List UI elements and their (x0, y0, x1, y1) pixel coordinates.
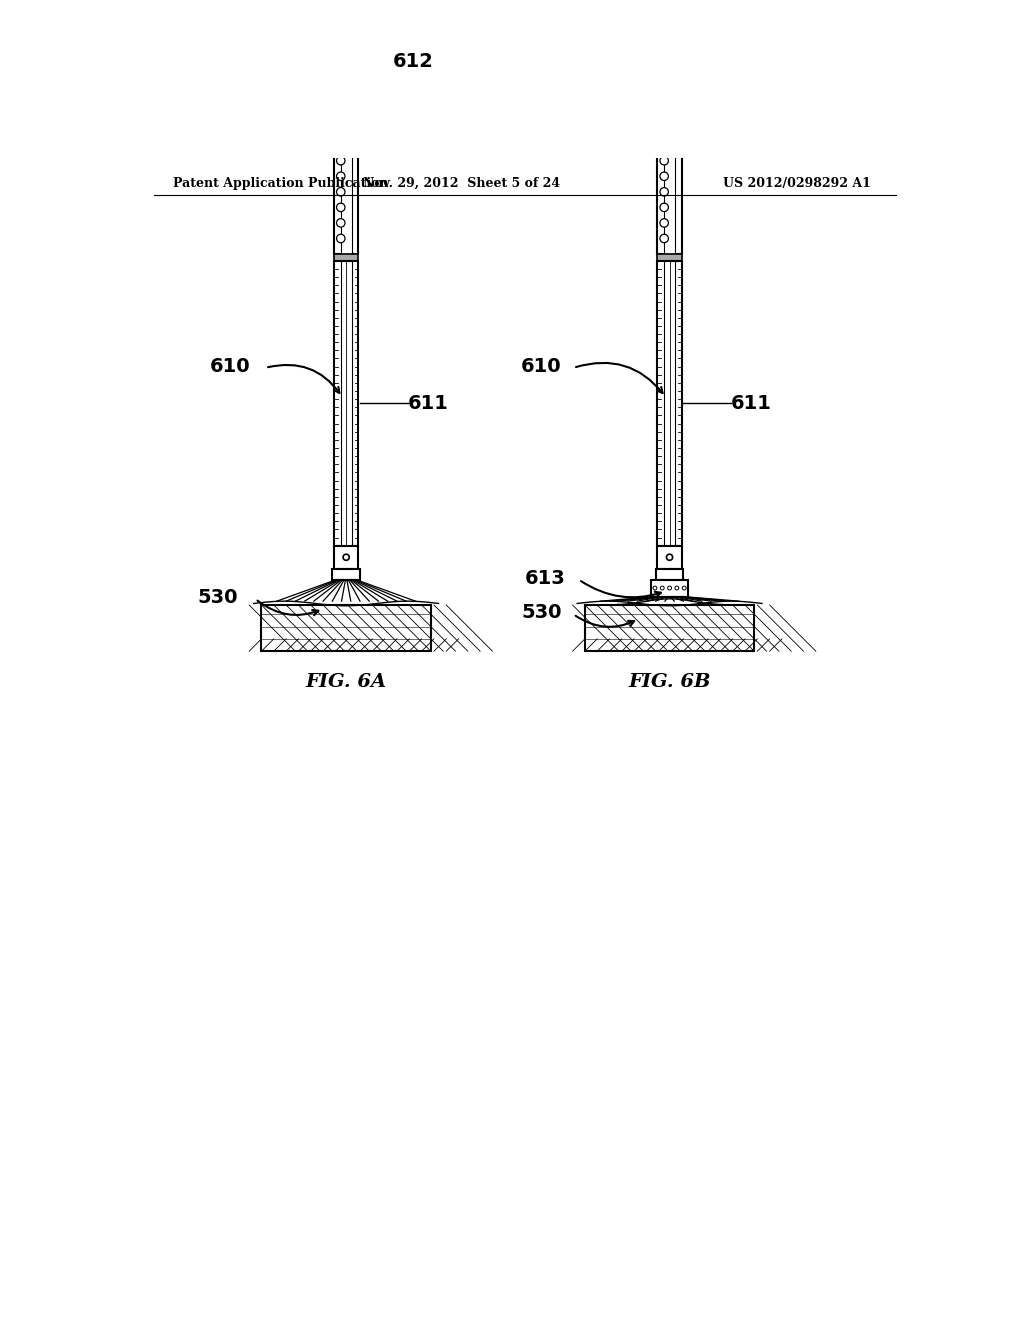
Circle shape (337, 234, 345, 243)
Bar (657, 62, 682, 75)
Bar (585, 605, 755, 651)
Circle shape (675, 586, 679, 590)
Circle shape (337, 203, 345, 211)
Circle shape (343, 554, 349, 561)
Bar (334, 261, 358, 545)
Text: 530: 530 (198, 587, 239, 607)
Circle shape (337, 141, 345, 149)
Circle shape (659, 79, 669, 87)
Circle shape (337, 172, 345, 181)
Circle shape (667, 41, 672, 46)
Bar (334, 545, 358, 569)
Circle shape (659, 125, 669, 133)
Bar (651, 579, 688, 597)
Text: 613: 613 (525, 569, 565, 587)
Text: FIG. 6A: FIG. 6A (305, 673, 387, 690)
Text: 610: 610 (209, 356, 250, 376)
Bar (682, 20, 689, 44)
Text: 530: 530 (521, 603, 562, 622)
Text: US 2012/0298292 A1: US 2012/0298292 A1 (724, 177, 871, 190)
Circle shape (659, 94, 669, 103)
Bar (358, 20, 367, 44)
Circle shape (337, 110, 345, 119)
Circle shape (659, 234, 669, 243)
Bar (657, 253, 682, 261)
Bar (657, 545, 682, 569)
Circle shape (337, 79, 345, 87)
Text: Patent Application Publication: Patent Application Publication (173, 177, 388, 190)
Bar (657, 62, 682, 253)
Circle shape (659, 203, 669, 211)
Circle shape (337, 157, 345, 165)
Bar (334, 62, 358, 253)
Text: Nov. 29, 2012  Sheet 5 of 24: Nov. 29, 2012 Sheet 5 of 24 (364, 177, 560, 190)
Bar (657, 261, 682, 545)
Bar (665, 62, 675, 253)
Text: 610: 610 (521, 356, 562, 376)
Text: 612: 612 (392, 51, 433, 71)
Bar (334, 62, 358, 75)
Bar (341, 261, 351, 545)
Circle shape (343, 41, 349, 46)
Circle shape (659, 187, 669, 197)
Text: FIG. 6B: FIG. 6B (629, 673, 711, 690)
Bar (333, 569, 360, 579)
Bar (665, 261, 675, 545)
Bar (341, 62, 351, 253)
Circle shape (659, 157, 669, 165)
Circle shape (664, 65, 670, 71)
Circle shape (668, 586, 672, 590)
Circle shape (337, 187, 345, 197)
Circle shape (660, 586, 665, 590)
Circle shape (653, 586, 656, 590)
Bar (334, 253, 358, 261)
Circle shape (682, 586, 686, 590)
Circle shape (659, 110, 669, 119)
Circle shape (337, 219, 345, 227)
Circle shape (337, 94, 345, 103)
Circle shape (340, 65, 346, 71)
Bar (655, 569, 683, 579)
Circle shape (659, 172, 669, 181)
FancyBboxPatch shape (654, 34, 685, 65)
Bar (261, 605, 431, 651)
Circle shape (667, 554, 673, 561)
Circle shape (659, 219, 669, 227)
Circle shape (337, 125, 345, 133)
Text: 611: 611 (408, 393, 449, 413)
Text: 611: 611 (731, 393, 772, 413)
Circle shape (659, 141, 669, 149)
FancyBboxPatch shape (331, 34, 361, 65)
